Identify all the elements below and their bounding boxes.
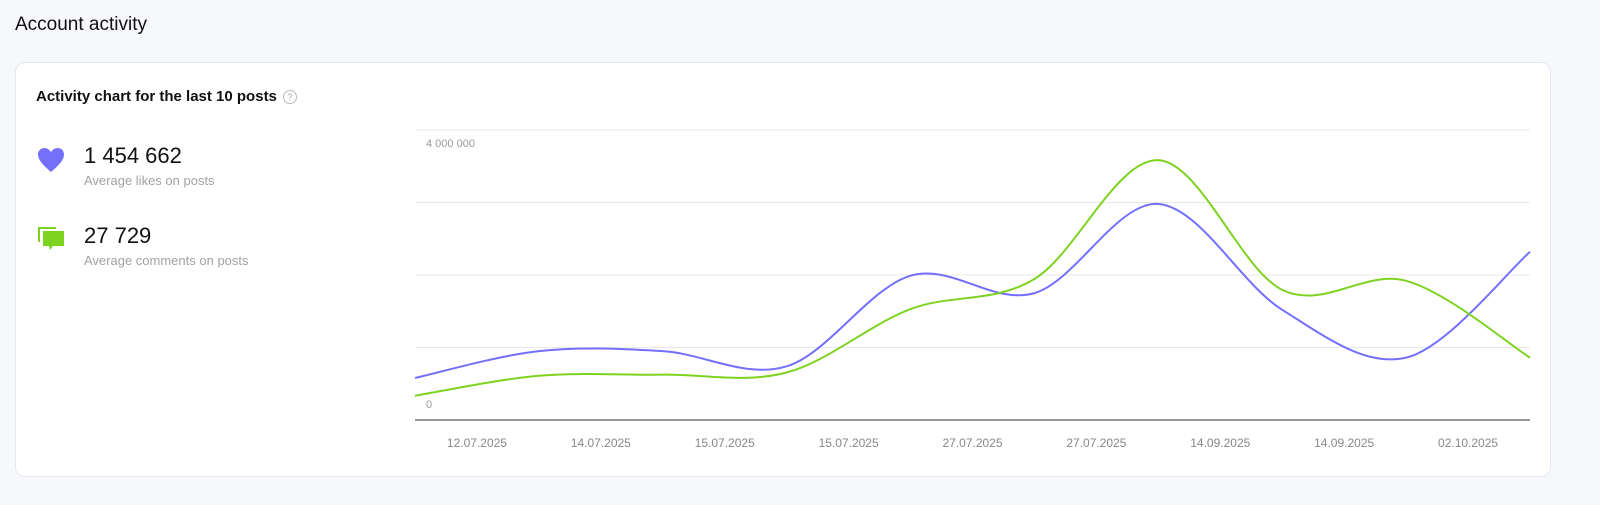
x-tick-label: 15.07.2025	[819, 436, 879, 450]
likes-label: Average likes on posts	[84, 173, 215, 188]
x-tick-label: 14.07.2025	[571, 436, 631, 450]
question-circle-icon[interactable]: ?	[282, 89, 297, 104]
stat-likes: 1 454 662 Average likes on posts	[36, 143, 215, 188]
x-tick-label: 02.10.2025	[1438, 436, 1498, 450]
y-tick-label: 4 000 000	[426, 138, 475, 150]
comments-label: Average comments on posts	[84, 253, 249, 268]
card-title: Activity chart for the last 10 posts ?	[36, 88, 297, 105]
likes-value: 1 454 662	[84, 143, 182, 168]
stat-comments: 27 729 Average comments on posts	[36, 223, 249, 268]
comments-value: 27 729	[84, 223, 152, 248]
x-tick-label: 12.07.2025	[447, 436, 507, 450]
x-tick-label: 15.07.2025	[695, 436, 755, 450]
x-tick-label: 14.09.2025	[1190, 436, 1250, 450]
series-line-likes	[414, 202, 1531, 379]
x-tick-label: 27.07.2025	[942, 436, 1002, 450]
comments-icon	[38, 227, 64, 250]
x-tick-label: 14.09.2025	[1314, 436, 1374, 450]
series-line-comments	[414, 159, 1531, 397]
heart-icon	[38, 148, 64, 172]
page-title: Account activity	[15, 14, 147, 35]
activity-card: Activity chart for the last 10 posts ? 1…	[15, 62, 1551, 477]
card-title-text: Activity chart for the last 10 posts	[36, 88, 277, 105]
y-tick-label: 0	[426, 399, 432, 411]
x-tick-label: 27.07.2025	[1066, 436, 1126, 450]
